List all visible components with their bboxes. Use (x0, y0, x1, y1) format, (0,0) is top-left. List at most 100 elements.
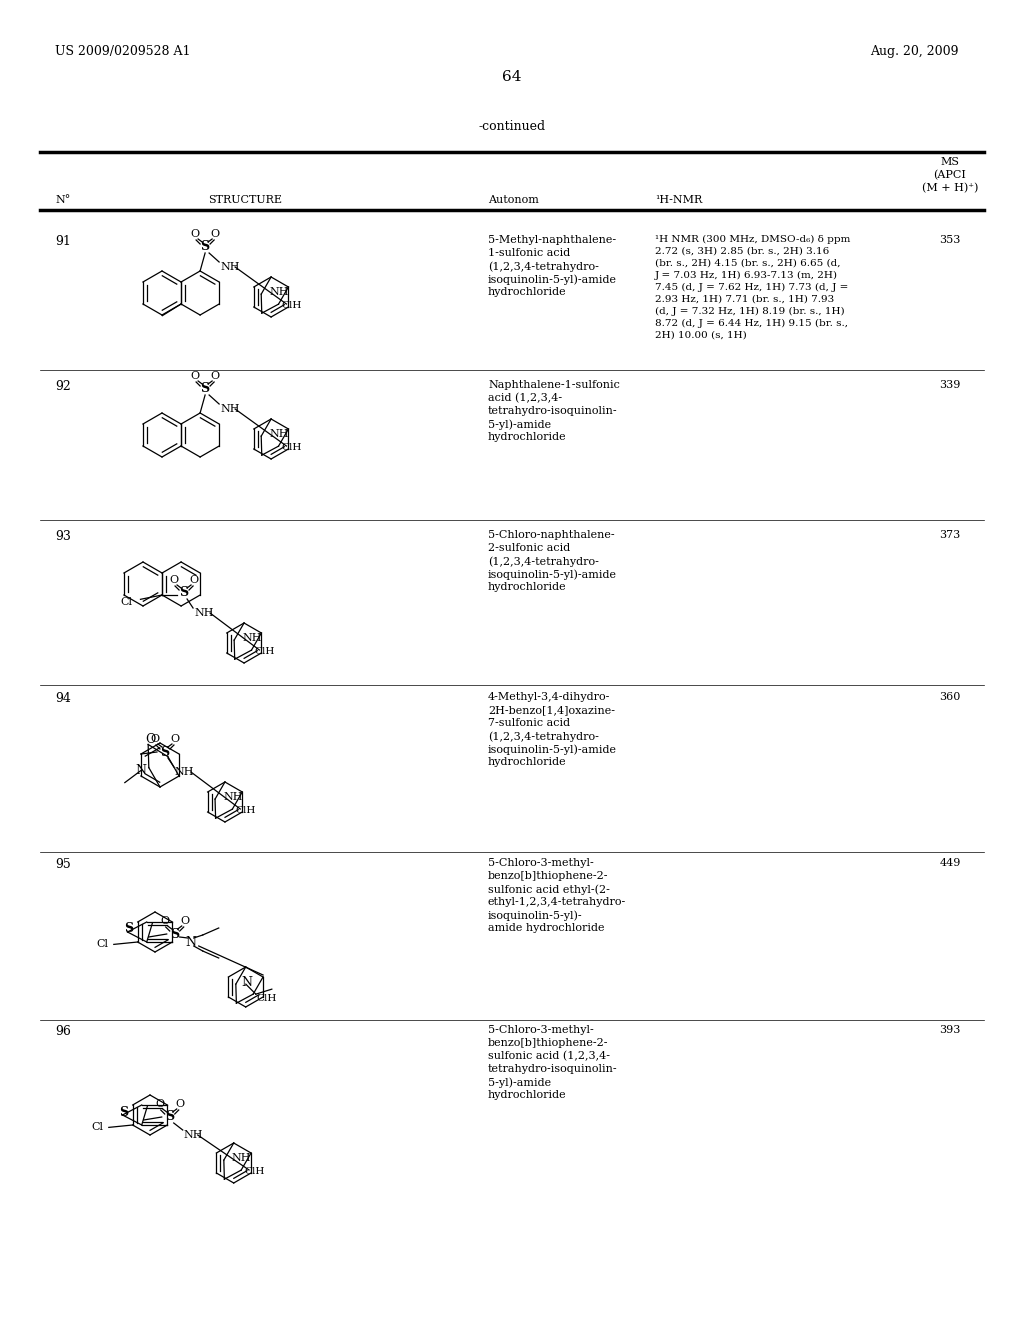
Text: isoquinolin-5-yl)-amide: isoquinolin-5-yl)-amide (488, 569, 617, 579)
Text: 449: 449 (939, 858, 961, 869)
Text: S: S (170, 928, 179, 940)
Text: isoquinolin-5-yl)-amide: isoquinolin-5-yl)-amide (488, 744, 617, 755)
Text: Aug. 20, 2009: Aug. 20, 2009 (870, 45, 958, 58)
Text: 5-Chloro-naphthalene-: 5-Chloro-naphthalene- (488, 531, 614, 540)
Text: (1,2,3,4-tetrahydro-: (1,2,3,4-tetrahydro- (488, 556, 599, 566)
Text: ethyl-1,2,3,4-tetrahydro-: ethyl-1,2,3,4-tetrahydro- (488, 898, 627, 907)
Text: S: S (201, 240, 210, 253)
Text: 2.72 (s, 3H) 2.85 (br. s., 2H) 3.16: 2.72 (s, 3H) 2.85 (br. s., 2H) 3.16 (655, 247, 829, 256)
Text: (APCI: (APCI (934, 170, 967, 181)
Text: 93: 93 (55, 531, 71, 543)
Text: ClH: ClH (282, 442, 302, 451)
Text: ClH: ClH (245, 1167, 265, 1176)
Text: ClH: ClH (256, 994, 276, 1003)
Text: ClH: ClH (236, 805, 256, 814)
Text: 8.72 (d, J = 6.44 Hz, 1H) 9.15 (br. s.,: 8.72 (d, J = 6.44 Hz, 1H) 9.15 (br. s., (655, 319, 848, 329)
Text: tetrahydro-isoquinolin-: tetrahydro-isoquinolin- (488, 407, 617, 416)
Text: Cl: Cl (92, 1122, 103, 1133)
Text: MS: MS (940, 157, 959, 168)
Text: hydrochloride: hydrochloride (488, 286, 566, 297)
Text: NH: NH (220, 404, 240, 414)
Text: O: O (160, 916, 169, 927)
Text: 64: 64 (502, 70, 522, 84)
Text: J = 7.03 Hz, 1H) 6.93-7.13 (m, 2H): J = 7.03 Hz, 1H) 6.93-7.13 (m, 2H) (655, 271, 838, 280)
Text: hydrochloride: hydrochloride (488, 1090, 566, 1100)
Text: O: O (190, 228, 200, 239)
Text: NH: NH (183, 1130, 203, 1140)
Text: O: O (151, 734, 160, 744)
Text: 5-yl)-amide: 5-yl)-amide (488, 1077, 551, 1088)
Text: STRUCTURE: STRUCTURE (208, 195, 282, 205)
Text: 2-sulfonic acid: 2-sulfonic acid (488, 543, 570, 553)
Text: ¹H NMR (300 MHz, DMSO-d₆) δ ppm: ¹H NMR (300 MHz, DMSO-d₆) δ ppm (655, 235, 850, 244)
Text: O: O (190, 371, 200, 381)
Text: (1,2,3,4-tetrahydro-: (1,2,3,4-tetrahydro- (488, 731, 599, 742)
Text: N: N (185, 936, 197, 949)
Text: 4-Methyl-3,4-dihydro-: 4-Methyl-3,4-dihydro- (488, 692, 610, 702)
Text: O: O (156, 1100, 164, 1109)
Text: NH: NH (231, 1154, 251, 1163)
Text: N°: N° (55, 195, 71, 205)
Text: S: S (161, 746, 170, 759)
Text: S: S (119, 1106, 128, 1118)
Text: 7.45 (d, J = 7.62 Hz, 1H) 7.73 (d, J =: 7.45 (d, J = 7.62 Hz, 1H) 7.73 (d, J = (655, 282, 848, 292)
Text: O: O (145, 733, 156, 746)
Text: tetrahydro-isoquinolin-: tetrahydro-isoquinolin- (488, 1064, 617, 1074)
Text: -continued: -continued (478, 120, 546, 133)
Text: 96: 96 (55, 1026, 71, 1038)
Text: hydrochloride: hydrochloride (488, 432, 566, 442)
Text: 2H) 10.00 (s, 1H): 2H) 10.00 (s, 1H) (655, 331, 746, 341)
Text: 360: 360 (939, 692, 961, 702)
Text: 95: 95 (55, 858, 71, 871)
Text: isoquinolin-5-yl)-: isoquinolin-5-yl)- (488, 909, 583, 920)
Text: O: O (170, 576, 178, 585)
Text: O: O (170, 734, 179, 744)
Text: O: O (175, 1100, 184, 1109)
Text: NH: NH (269, 288, 289, 297)
Text: US 2009/0209528 A1: US 2009/0209528 A1 (55, 45, 190, 58)
Text: NH: NH (220, 261, 240, 272)
Text: hydrochloride: hydrochloride (488, 756, 566, 767)
Text: O: O (189, 576, 199, 585)
Text: 94: 94 (55, 692, 71, 705)
Text: sulfonic acid ethyl-(2-: sulfonic acid ethyl-(2- (488, 884, 610, 895)
Text: 7-sulfonic acid: 7-sulfonic acid (488, 718, 570, 729)
Text: 339: 339 (939, 380, 961, 389)
Text: isoquinolin-5-yl)-amide: isoquinolin-5-yl)-amide (488, 275, 617, 285)
Text: O: O (211, 228, 220, 239)
Text: (1,2,3,4-tetrahydro-: (1,2,3,4-tetrahydro- (488, 261, 599, 272)
Text: benzo[b]thiophene-2-: benzo[b]thiophene-2- (488, 1038, 608, 1048)
Text: 373: 373 (939, 531, 961, 540)
Text: 2.93 Hz, 1H) 7.71 (br. s., 1H) 7.93: 2.93 Hz, 1H) 7.71 (br. s., 1H) 7.93 (655, 294, 835, 304)
Text: (br. s., 2H) 4.15 (br. s., 2H) 6.65 (d,: (br. s., 2H) 4.15 (br. s., 2H) 6.65 (d, (655, 259, 841, 268)
Text: benzo[b]thiophene-2-: benzo[b]thiophene-2- (488, 871, 608, 880)
Text: N: N (242, 975, 253, 989)
Text: Cl: Cl (97, 940, 109, 949)
Text: 91: 91 (55, 235, 71, 248)
Text: (d, J = 7.32 Hz, 1H) 8.19 (br. s., 1H): (d, J = 7.32 Hz, 1H) 8.19 (br. s., 1H) (655, 308, 845, 315)
Text: 393: 393 (939, 1026, 961, 1035)
Text: NH: NH (223, 792, 243, 803)
Text: NH: NH (175, 767, 195, 777)
Text: 2H-benzo[1,4]oxazine-: 2H-benzo[1,4]oxazine- (488, 705, 615, 715)
Text: S: S (165, 1110, 174, 1123)
Text: Autonom: Autonom (488, 195, 539, 205)
Text: sulfonic acid (1,2,3,4-: sulfonic acid (1,2,3,4- (488, 1051, 610, 1061)
Text: (M + H)⁺): (M + H)⁺) (922, 183, 978, 193)
Text: 5-yl)-amide: 5-yl)-amide (488, 418, 551, 429)
Text: ClH: ClH (282, 301, 302, 310)
Text: 92: 92 (55, 380, 71, 393)
Text: NH: NH (242, 634, 262, 643)
Text: 5-Chloro-3-methyl-: 5-Chloro-3-methyl- (488, 1026, 594, 1035)
Text: Naphthalene-1-sulfonic: Naphthalene-1-sulfonic (488, 380, 620, 389)
Text: Cl: Cl (121, 598, 132, 607)
Text: O: O (180, 916, 189, 927)
Text: O: O (211, 371, 220, 381)
Text: S: S (124, 923, 133, 936)
Text: NH: NH (195, 609, 214, 618)
Text: 1-sulfonic acid: 1-sulfonic acid (488, 248, 570, 257)
Text: 5-Chloro-3-methyl-: 5-Chloro-3-methyl- (488, 858, 594, 869)
Text: S: S (201, 383, 210, 396)
Text: hydrochloride: hydrochloride (488, 582, 566, 591)
Text: S: S (179, 586, 188, 599)
